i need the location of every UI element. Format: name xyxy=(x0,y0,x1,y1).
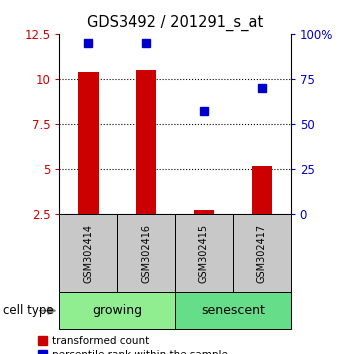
Bar xyxy=(194,210,214,214)
Text: GSM302414: GSM302414 xyxy=(83,224,94,282)
FancyBboxPatch shape xyxy=(59,292,175,329)
FancyBboxPatch shape xyxy=(233,214,291,292)
FancyBboxPatch shape xyxy=(117,214,175,292)
Title: GDS3492 / 201291_s_at: GDS3492 / 201291_s_at xyxy=(87,15,263,31)
Text: GSM302417: GSM302417 xyxy=(257,223,267,283)
Text: GSM302415: GSM302415 xyxy=(199,223,209,283)
Bar xyxy=(136,70,156,214)
Bar xyxy=(78,72,99,214)
Legend: transformed count, percentile rank within the sample: transformed count, percentile rank withi… xyxy=(37,336,228,354)
Text: senescent: senescent xyxy=(201,304,265,317)
Text: cell type: cell type xyxy=(3,304,54,317)
FancyBboxPatch shape xyxy=(175,292,291,329)
Text: GSM302416: GSM302416 xyxy=(141,224,151,282)
Bar xyxy=(252,166,272,214)
FancyBboxPatch shape xyxy=(175,214,233,292)
FancyBboxPatch shape xyxy=(59,214,117,292)
Text: growing: growing xyxy=(92,304,142,317)
